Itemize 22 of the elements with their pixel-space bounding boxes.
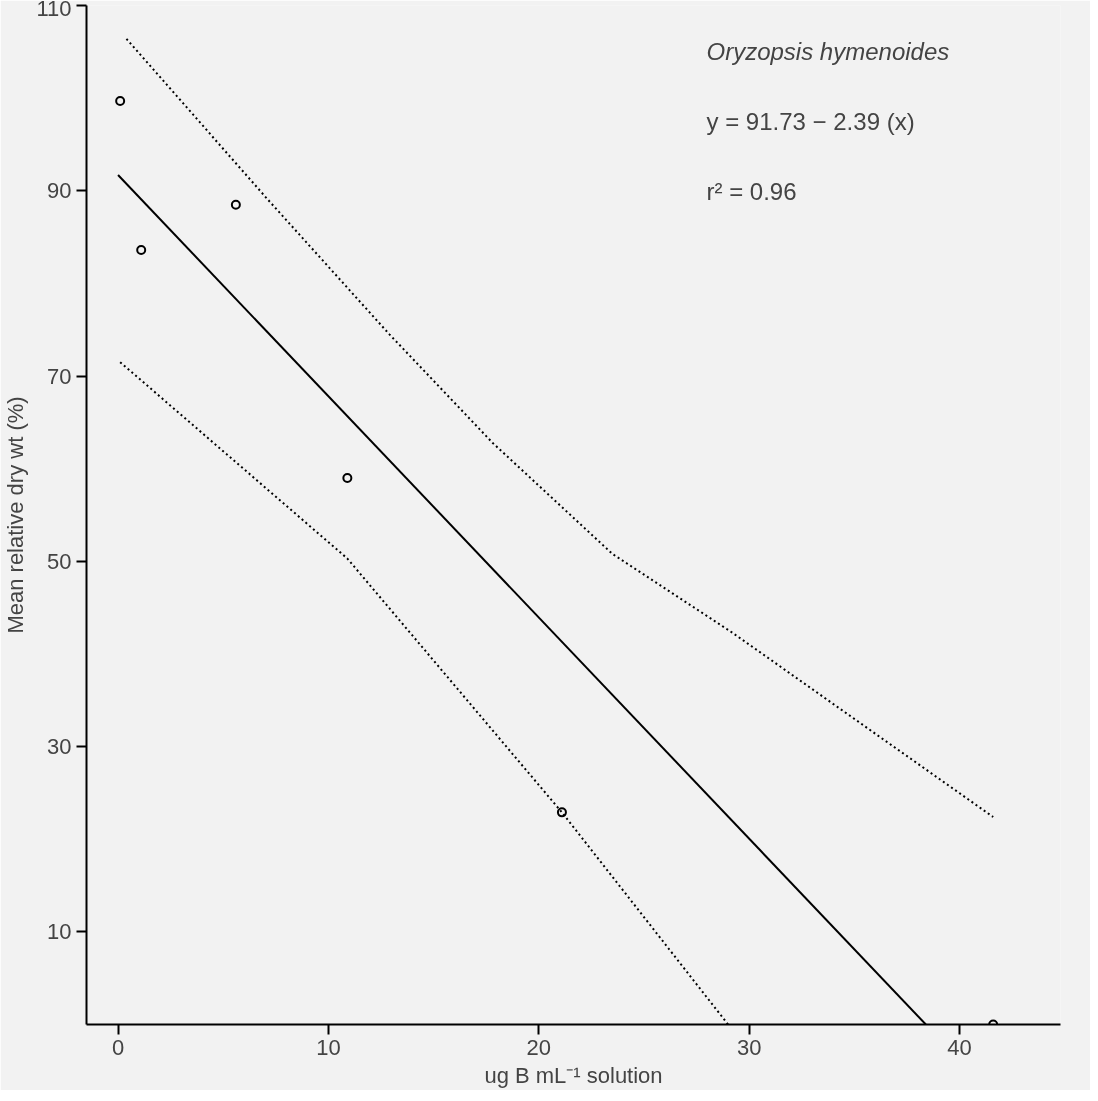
point — [230, 199, 241, 210]
x-tick-label: 10 — [316, 1034, 341, 1060]
point — [115, 95, 126, 106]
annotation: y = 91.73 − 2.39 (x) — [706, 107, 915, 135]
x-axis-title: ug B mL⁻¹ solution — [484, 1062, 663, 1088]
y-tick-label: 70 — [47, 363, 72, 389]
point — [136, 245, 147, 256]
x-tick-label: 30 — [736, 1034, 762, 1060]
line-series — [125, 37, 995, 818]
annotation: Oryzopsis hymenoides — [706, 37, 950, 65]
annotation: r² = 0.96 — [706, 177, 797, 205]
y-tick-label: 50 — [47, 548, 72, 574]
y-tick-label: 90 — [47, 178, 72, 204]
x-tick-label: 40 — [947, 1034, 972, 1060]
point — [342, 472, 353, 483]
y-tick-label: 30 — [47, 734, 72, 760]
x-tick-label: 20 — [526, 1034, 552, 1060]
x-tick-label: 0 — [111, 1034, 125, 1060]
y-tick-label: 110 — [36, 0, 72, 21]
y-tick-label: 10 — [47, 919, 72, 945]
y-axis-title: Mean relative dry wt (%) — [3, 396, 29, 634]
point — [556, 807, 567, 818]
